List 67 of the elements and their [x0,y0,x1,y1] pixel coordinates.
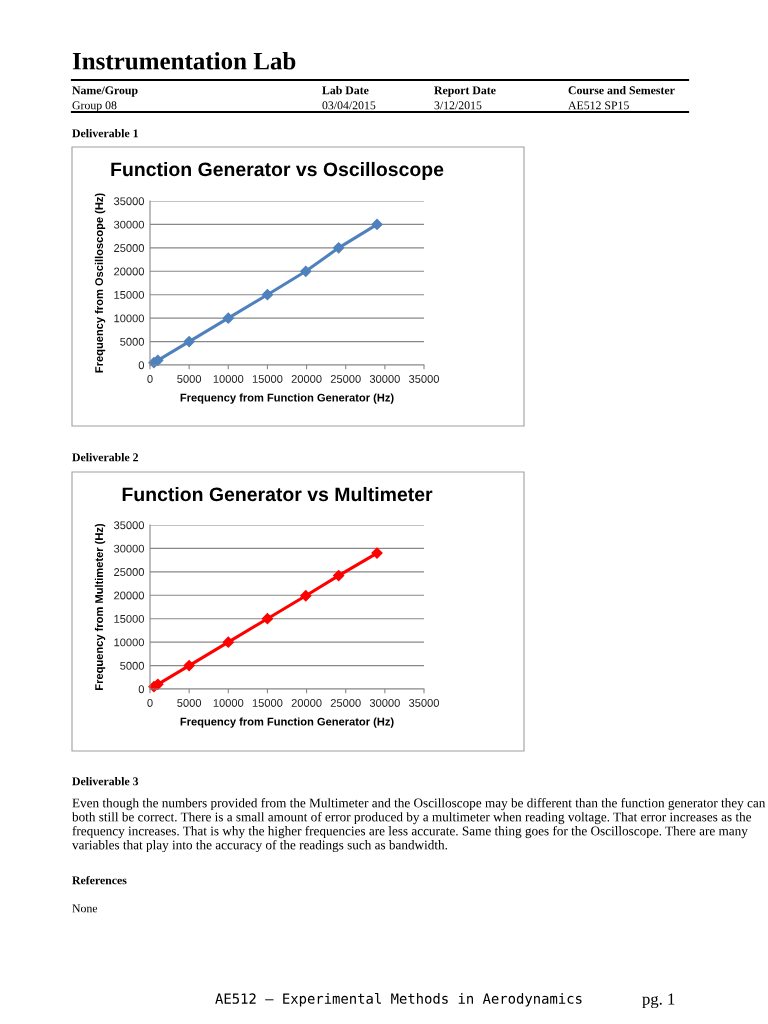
point [333,570,345,582]
text: 3/12/2015 [434,101,482,110]
y-axis-title: Frequency from Multimeter (Hz) [94,523,106,690]
x-tick-label: 25000 [330,699,361,707]
y-tick-label: 10000 [114,314,145,323]
y-tick-label: 35000 [113,521,145,530]
point [183,335,195,348]
x-tick-label: 20000 [291,375,322,383]
point [261,289,274,301]
point [222,636,234,648]
y-tick-label: 20000 [114,591,145,600]
x-tick-label: 25000 [330,375,361,383]
text: None [72,904,98,913]
text: 03/04/2015 [322,101,376,110]
point [261,613,274,625]
point [333,242,345,254]
point [300,590,312,602]
text: pg. 1 [642,993,675,1009]
y-tick-label: 0 [138,685,145,694]
x-tick-label: 35000 [408,375,440,383]
y-axis-title: Frequency from Oscilloscope (Hz) [94,193,106,373]
y-tick-label: 15000 [114,290,145,299]
text: Report Date [434,86,496,97]
x-tick-label: 0 [147,375,153,383]
text: Lab Date [322,86,369,95]
point [222,312,234,324]
y-tick-label: 35000 [113,197,145,206]
x-tick-label: 15000 [252,699,283,707]
point [300,265,312,277]
y-tick-label: 20000 [114,267,145,276]
text: Even though the numbers provided from the Multimeter and the Oscilloscope may be different than the function generator they can both still be correct. There is a small amount of error produced by a multimeter when reading voltage. That error increases as the frequency increases. That is why the higher frequencies are less accurate. Same thing goes for the Oscilloscope. There are many variables that play into the accuracy of the readings such as bandwidth. [72,798,766,853]
y-tick-label: 25000 [114,244,145,252]
y-tick-label: 25000 [114,568,145,576]
chart-title: Function Generator vs Multimeter [122,486,433,502]
y-tick-label: 5000 [120,661,145,670]
text: AE512 SP15 [568,101,629,110]
point [371,547,383,559]
point [371,218,383,231]
text: References [72,875,127,885]
x-tick-label: 0 [147,699,153,707]
y-tick-label: 30000 [113,544,145,553]
y-tick-label: 0 [138,361,145,370]
text: Instrumentation Lab [72,52,296,70]
y-tick-label: 10000 [114,638,145,647]
x-tick-label: 5000 [177,375,202,383]
text: Course and Semester [568,86,675,95]
chart-title: Function Generator vs Oscilloscope [111,161,444,181]
text: Deliverable 1 [72,129,138,138]
point [183,659,195,672]
x-axis-title: Frequency from Function Generator (Hz) [180,717,394,728]
text: Name/Group [72,86,138,97]
x-tick-label: 5000 [177,699,202,707]
y-tick-label: 30000 [113,220,145,229]
x-tick-label: 30000 [369,375,400,383]
x-axis-title: Frequency from Function Generator (Hz) [180,393,394,404]
x-tick-label: 10000 [213,699,244,707]
text: Deliverable 2 [72,453,139,462]
x-tick-label: 15000 [252,375,283,383]
y-tick-label: 15000 [114,614,145,623]
text: Group 08 [72,101,117,112]
text: AE512 – Experimental Methods in Aerodynamics [215,993,582,1007]
x-tick-label: 10000 [213,375,244,383]
x-tick-label: 35000 [408,699,440,707]
y-tick-label: 5000 [120,337,145,346]
text: Deliverable 3 [72,777,139,786]
x-tick-label: 30000 [369,699,400,707]
x-tick-label: 20000 [291,699,322,707]
